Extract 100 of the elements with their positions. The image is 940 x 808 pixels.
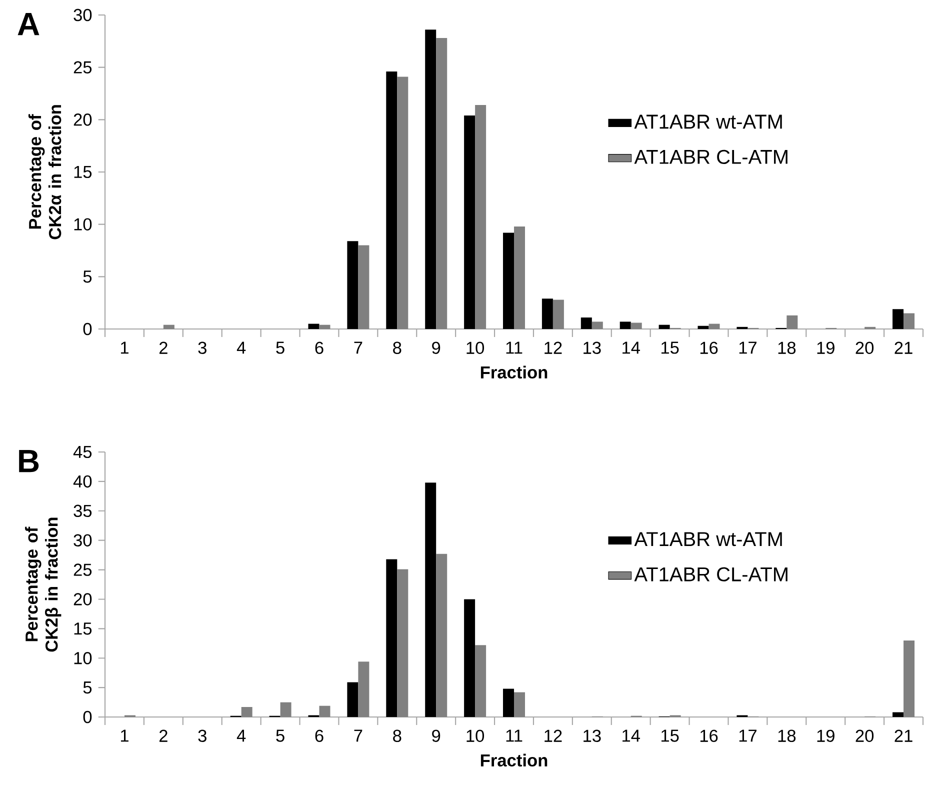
bar	[864, 326, 876, 330]
x-tick-label: 8	[393, 730, 402, 742]
x-tick-label: 9	[432, 730, 440, 742]
x-tick-label: 13	[584, 342, 601, 354]
bar	[698, 326, 709, 330]
y-axis-title: Percentage of CK2α in fraction	[28, 105, 62, 240]
x-tick-label: 1	[120, 342, 128, 354]
x-tick-label: 18	[778, 730, 796, 742]
bar	[319, 706, 330, 718]
x-tick-label: 2	[159, 730, 168, 742]
x-tick-label: 15	[661, 342, 679, 354]
bar	[592, 322, 603, 330]
y-tick-label: 45	[73, 446, 92, 458]
x-tick-label: 20	[856, 730, 874, 742]
y-tick-label: 5	[83, 270, 92, 283]
bar	[892, 309, 904, 330]
bar	[425, 482, 436, 718]
x-tick-label: 15	[661, 730, 679, 742]
y-tick-label: 30	[74, 8, 92, 22]
x-tick-label: 17	[739, 730, 756, 742]
y-tick-label: 10	[74, 652, 92, 664]
x-tick-label: 6	[315, 342, 324, 354]
x-tick-label: 14	[622, 342, 640, 354]
bar	[542, 298, 553, 330]
bar	[514, 226, 525, 330]
x-axis-title: Fraction	[480, 754, 548, 767]
bar	[475, 105, 486, 330]
bar	[358, 245, 370, 330]
y-tick-label: 40	[73, 475, 92, 488]
bar	[436, 554, 448, 718]
x-tick-label: 1	[120, 730, 128, 742]
bar	[308, 324, 320, 330]
x-tick-label: 12	[544, 730, 562, 742]
x-tick-label: 14	[622, 730, 640, 742]
x-tick-label: 20	[856, 342, 874, 354]
x-axis-title: Fraction	[480, 366, 548, 379]
x-tick-label: 3	[198, 730, 206, 742]
x-tick-label: 16	[700, 730, 718, 742]
x-tick-label: 8	[393, 342, 402, 354]
y-tick-label: 20	[74, 114, 92, 126]
bar	[347, 682, 358, 718]
legend-label: AT1ABR wt-ATM	[634, 114, 782, 129]
x-tick-label: 6	[315, 730, 324, 742]
y-tick-label: 0	[83, 710, 92, 724]
bar	[708, 324, 720, 330]
bar	[241, 707, 252, 718]
x-tick-label: 11	[506, 730, 522, 742]
x-tick-label: 9	[432, 342, 440, 354]
bar	[386, 72, 398, 330]
x-tick-label: 10	[466, 342, 484, 354]
bar	[386, 559, 398, 718]
x-tick-label: 7	[354, 342, 362, 354]
x-tick-label: 17	[739, 342, 756, 354]
bar	[580, 317, 592, 330]
bar	[397, 76, 408, 330]
x-tick-label: 12	[544, 342, 562, 354]
bar	[464, 115, 476, 330]
bar	[514, 692, 525, 718]
chart-title: A	[18, 13, 40, 36]
bar	[397, 569, 408, 718]
x-tick-label: 5	[276, 342, 284, 354]
y-tick-label: 25	[74, 564, 92, 576]
bar	[552, 300, 564, 330]
bar	[786, 315, 798, 330]
legend-label: AT1ABR CL-ATM	[634, 567, 788, 582]
y-axis-title: Percentage of CK2β in fraction	[25, 518, 62, 652]
x-tick-label: 16	[700, 342, 718, 354]
x-tick-label: 19	[817, 730, 834, 742]
x-tick-label: 19	[817, 342, 834, 354]
bar	[163, 324, 174, 330]
bar	[904, 313, 915, 330]
bar	[280, 702, 292, 718]
bar	[436, 38, 448, 330]
x-tick-label: 11	[506, 342, 522, 354]
x-tick-label: 13	[584, 730, 601, 742]
y-tick-label: 10	[74, 218, 92, 230]
y-tick-label: 35	[74, 504, 92, 518]
x-tick-label: 3	[198, 342, 206, 354]
y-tick-label: 15	[74, 166, 92, 178]
bar	[630, 322, 642, 330]
bar	[358, 662, 370, 718]
bar	[464, 599, 476, 718]
bar	[475, 645, 486, 718]
y-tick-label: 25	[74, 61, 92, 74]
x-tick-label: 10	[466, 730, 484, 742]
bar	[904, 640, 915, 718]
y-tick-label: 20	[74, 593, 92, 606]
x-tick-label: 2	[159, 342, 168, 354]
legend-label: AT1ABR wt-ATM	[634, 532, 782, 546]
bar	[503, 232, 514, 330]
legend-label: AT1ABR CL-ATM	[634, 150, 788, 164]
y-tick-label: 0	[83, 322, 92, 336]
x-tick-label: 21	[894, 730, 912, 742]
bar	[425, 30, 436, 330]
y-tick-label: 15	[74, 622, 92, 635]
bar	[892, 712, 904, 718]
x-tick-label: 5	[276, 730, 284, 742]
bar	[503, 688, 514, 718]
bar	[620, 322, 631, 330]
x-tick-label: 4	[236, 342, 246, 354]
